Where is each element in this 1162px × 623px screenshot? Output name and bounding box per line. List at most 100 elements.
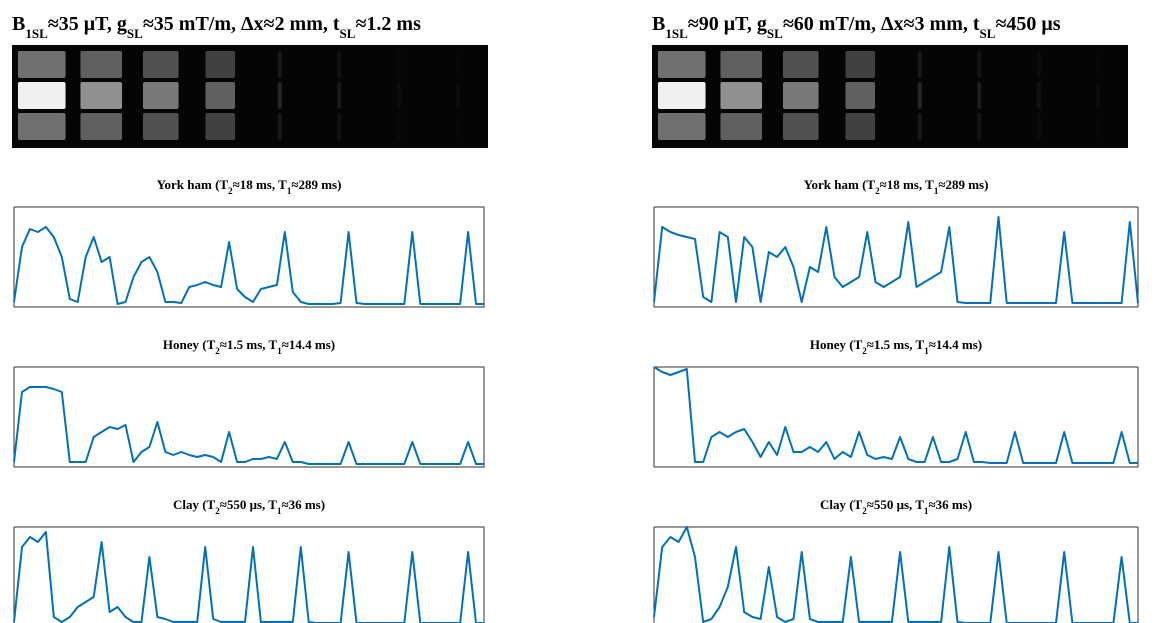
- title-part: B: [12, 13, 25, 35]
- profile-line: [653, 526, 1138, 623]
- subscript: 2: [215, 506, 220, 516]
- subscript: 2: [862, 346, 867, 356]
- mri-sample: [845, 51, 876, 78]
- mri-sample: [17, 113, 66, 140]
- plot-frame: [13, 206, 485, 308]
- mri-sample: [17, 51, 66, 78]
- mri-sample: [456, 51, 461, 78]
- mri-sample: [1096, 113, 1101, 140]
- mri-sample: [720, 113, 763, 140]
- subscript: SL: [767, 26, 783, 41]
- plot-frame: [653, 366, 1139, 468]
- profile-line: [13, 531, 484, 623]
- subscript: 1: [287, 186, 292, 196]
- title-part: ≈18 ms, T: [233, 177, 288, 192]
- plot-frame: [653, 206, 1139, 308]
- mri-sample: [337, 113, 342, 140]
- mri-sample: [337, 82, 342, 109]
- subscript: 1: [277, 346, 282, 356]
- title-part: ≈289 ms): [938, 177, 988, 192]
- mri-sample: [977, 113, 982, 140]
- title-part: ≈36 ms): [281, 497, 325, 512]
- mri-sample: [657, 113, 706, 140]
- mri-sample: [720, 82, 763, 109]
- mri-sample: [977, 82, 982, 109]
- profile-line: [13, 386, 484, 465]
- mri-sample: [1096, 51, 1101, 78]
- title-part: ≈35 μT, g: [48, 13, 127, 35]
- title-part: ≈36 ms): [928, 497, 972, 512]
- mri-sample: [396, 113, 401, 140]
- subscript: SL: [127, 26, 143, 41]
- subscript: SL: [340, 26, 356, 41]
- subscript: 1: [277, 506, 282, 516]
- title-part: ≈35 mT/m, Δx≈2 mm, t: [143, 13, 340, 35]
- subscript: 2: [862, 506, 867, 516]
- mri-sample: [396, 51, 401, 78]
- title-part: B: [652, 13, 665, 35]
- title-part: Honey (T: [810, 337, 863, 352]
- title: York ham (T2≈18 ms, T1≈289 ms): [157, 177, 342, 196]
- title-part: ≈550 μs, T: [220, 497, 278, 512]
- mri-sample: [845, 82, 876, 109]
- mri-sample: [917, 113, 922, 140]
- title-part: ≈90 μT, g: [688, 13, 767, 35]
- mri-sample: [657, 51, 706, 78]
- mri-sample: [917, 51, 922, 78]
- mri-sample: [142, 113, 179, 140]
- mri-sample: [782, 113, 819, 140]
- title: Clay (T2≈550 μs, T1≈36 ms): [173, 497, 325, 516]
- subscript: 1: [934, 186, 939, 196]
- plot-frame: [13, 366, 485, 468]
- title-part: ≈1.5 ms, T: [867, 337, 925, 352]
- mri-sample: [782, 82, 819, 109]
- mri-sample: [917, 82, 922, 109]
- profile-line: [653, 366, 1138, 464]
- title-part: York ham (T: [804, 177, 876, 192]
- title-part: ≈550 μs, T: [867, 497, 925, 512]
- subscript: 2: [228, 186, 233, 196]
- title-part: ≈1.5 ms, T: [220, 337, 278, 352]
- title-part: ≈289 ms): [291, 177, 341, 192]
- title-part: Clay (T: [173, 497, 216, 512]
- mri-sample: [17, 82, 66, 109]
- title-part: Honey (T: [163, 337, 216, 352]
- mri-sample: [782, 51, 819, 78]
- mri-sample: [657, 82, 706, 109]
- mri-sample: [337, 51, 342, 78]
- title-part: ≈450 μs: [995, 13, 1060, 35]
- mri-sample: [205, 51, 236, 78]
- title: Honey (T2≈1.5 ms, T1≈14.4 ms): [810, 337, 982, 356]
- subscript: 1: [924, 346, 929, 356]
- mri-sample: [277, 82, 282, 109]
- title: Honey (T2≈1.5 ms, T1≈14.4 ms): [163, 337, 335, 356]
- mri-sample: [277, 113, 282, 140]
- subscript: 1SL: [25, 26, 48, 41]
- title: B1SL≈90 μT, gSL≈60 mT/m, Δx≈3 mm, tSL≈45…: [652, 13, 1061, 41]
- mri-sample: [977, 51, 982, 78]
- profile-line: [653, 216, 1139, 304]
- mri-sample: [720, 51, 763, 78]
- mri-sample: [142, 51, 179, 78]
- mri-sample: [205, 113, 236, 140]
- title: Clay (T2≈550 μs, T1≈36 ms): [820, 497, 972, 516]
- subscript: 2: [875, 186, 880, 196]
- subscript: 1: [924, 506, 929, 516]
- mri-sample: [1036, 82, 1041, 109]
- subscript: SL: [980, 26, 996, 41]
- title-part: ≈14.4 ms): [282, 337, 335, 352]
- title-part: Clay (T: [820, 497, 863, 512]
- mri-sample: [1036, 113, 1041, 140]
- mri-sample: [1036, 51, 1041, 78]
- mri-sample: [142, 82, 179, 109]
- mri-sample: [1096, 82, 1101, 109]
- plot-frame: [653, 526, 1139, 623]
- mri-sample: [80, 82, 123, 109]
- mri-sample: [277, 51, 282, 78]
- mri-sample: [396, 82, 401, 109]
- title-part: ≈1.2 ms: [355, 13, 421, 35]
- title-part: ≈14.4 ms): [929, 337, 982, 352]
- mri-sample: [845, 113, 876, 140]
